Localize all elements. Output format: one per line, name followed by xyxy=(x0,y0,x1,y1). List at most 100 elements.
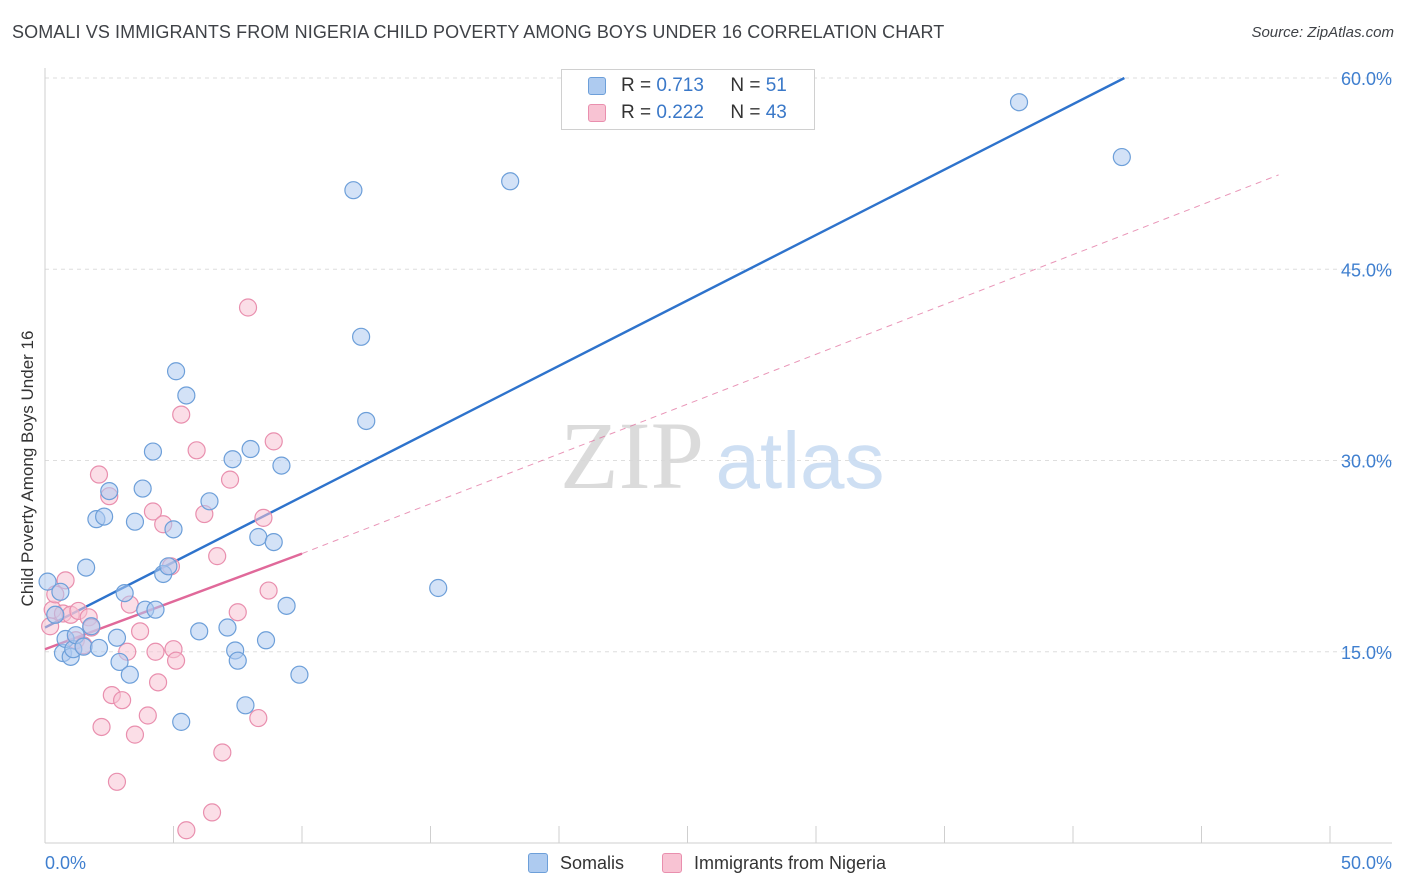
point-somali xyxy=(107,628,127,647)
x-tick-label: 0.0% xyxy=(45,853,86,873)
point-nigeria xyxy=(177,821,196,840)
legend-n-label: N = xyxy=(730,102,761,123)
point-somali xyxy=(501,172,520,191)
point-somali xyxy=(200,492,219,511)
y-tick-label: 15.0% xyxy=(1341,643,1392,663)
point-nigeria xyxy=(125,725,145,744)
bottom-legend-swatch-somalis xyxy=(528,853,548,873)
point-nigeria xyxy=(208,547,227,566)
legend-swatch-somalis xyxy=(588,77,606,95)
bottom-legend-label-somalis: Somalis xyxy=(560,853,625,873)
point-somali xyxy=(120,665,139,684)
data-points xyxy=(38,93,1131,840)
point-somali xyxy=(100,482,119,501)
point-somali xyxy=(77,558,96,577)
point-somali xyxy=(146,600,165,619)
point-nigeria xyxy=(249,708,268,728)
legend-n-value-somalis: 51 xyxy=(765,75,787,96)
point-somali xyxy=(264,532,283,552)
point-nigeria xyxy=(213,743,232,762)
legend-swatch-nigeria xyxy=(588,104,606,122)
point-nigeria xyxy=(187,441,206,460)
y-axis-title: Child Poverty Among Boys Under 16 xyxy=(18,331,37,607)
point-nigeria xyxy=(238,298,258,317)
chart-title: SOMALI VS IMMIGRANTS FROM NIGERIA CHILD … xyxy=(12,22,945,42)
point-somali xyxy=(223,450,242,469)
legend-n-value-nigeria: 43 xyxy=(765,102,787,123)
point-somali xyxy=(357,411,376,431)
legend-r-value-somalis: 0.713 xyxy=(656,75,704,96)
point-somali xyxy=(228,651,247,670)
point-nigeria xyxy=(138,706,157,725)
point-somali xyxy=(51,582,70,601)
point-somali xyxy=(272,456,291,475)
point-nigeria xyxy=(264,432,283,451)
point-somali xyxy=(74,637,93,656)
point-nigeria xyxy=(228,603,247,622)
point-somali xyxy=(352,327,371,346)
point-somali xyxy=(46,605,65,624)
legend-box: R = 0.713 N = 51 R = 0.222 N = 43 xyxy=(561,69,815,130)
point-somali xyxy=(236,696,255,715)
point-somali xyxy=(159,557,178,576)
y-tick-label: 60.0% xyxy=(1341,69,1392,89)
legend-r-label: R = xyxy=(621,75,652,96)
point-nigeria xyxy=(166,651,186,670)
point-nigeria xyxy=(148,673,168,692)
trend-line-somali xyxy=(44,76,1125,629)
point-somali xyxy=(89,638,109,658)
point-nigeria xyxy=(143,502,163,521)
point-nigeria xyxy=(172,405,191,424)
axes xyxy=(44,68,1392,844)
legend-text-nigeria: R = 0.222 N = 43 xyxy=(621,102,787,124)
point-somali xyxy=(82,617,101,636)
point-nigeria xyxy=(254,508,273,527)
bottom-legend-label-nigeria: Immigrants from Nigeria xyxy=(694,853,887,873)
point-somali xyxy=(1112,147,1131,167)
point-somali xyxy=(290,665,309,684)
legend-text-somalis: R = 0.713 N = 51 xyxy=(621,75,787,97)
legend-r-label: R = xyxy=(621,102,652,123)
point-nigeria xyxy=(146,642,165,661)
point-nigeria xyxy=(112,691,132,710)
point-somali xyxy=(172,712,191,731)
point-somali xyxy=(249,527,268,547)
watermark-atlas: atlas xyxy=(716,416,885,505)
trend-extension-nigeria xyxy=(301,174,1279,555)
point-somali xyxy=(256,631,276,650)
watermark-zip: ZIP xyxy=(560,402,704,509)
legend-r-value-nigeria: 0.222 xyxy=(656,102,704,123)
y-tick-label: 45.0% xyxy=(1341,260,1392,280)
point-nigeria xyxy=(89,465,109,484)
point-somali xyxy=(143,442,163,461)
source-label: Source: ZipAtlas.com xyxy=(1251,24,1394,41)
bottom-legend-swatch-nigeria xyxy=(662,853,682,873)
point-nigeria xyxy=(202,803,222,822)
point-nigeria xyxy=(107,772,127,791)
point-somali xyxy=(38,572,57,591)
point-somali xyxy=(133,479,152,498)
point-somali xyxy=(95,507,114,526)
point-somali xyxy=(218,618,237,637)
trend-lines xyxy=(44,76,1279,651)
point-nigeria xyxy=(92,717,111,737)
axis-labels: 15.0% 30.0% 45.0% 60.0% 0.0% 50.0% Child Pover… xyxy=(18,69,1392,873)
point-somali xyxy=(166,362,186,381)
bottom-legend: Somalis Immigrants from Nigeria xyxy=(0,852,1406,878)
point-nigeria xyxy=(130,622,150,641)
point-nigeria xyxy=(220,470,240,489)
point-somali xyxy=(241,439,260,459)
point-somali xyxy=(164,520,183,539)
y-tick-label: 30.0% xyxy=(1341,452,1392,472)
x-tick-label: 50.0% xyxy=(1341,853,1392,873)
point-somali xyxy=(1009,93,1029,112)
grid-lines xyxy=(45,77,1392,653)
point-somali xyxy=(110,652,129,672)
watermark: ZIP atlas xyxy=(560,402,884,509)
point-somali xyxy=(115,583,134,603)
point-somali xyxy=(177,386,196,405)
point-nigeria xyxy=(259,581,278,600)
point-somali xyxy=(277,596,296,615)
legend-n-label: N = xyxy=(730,75,761,96)
